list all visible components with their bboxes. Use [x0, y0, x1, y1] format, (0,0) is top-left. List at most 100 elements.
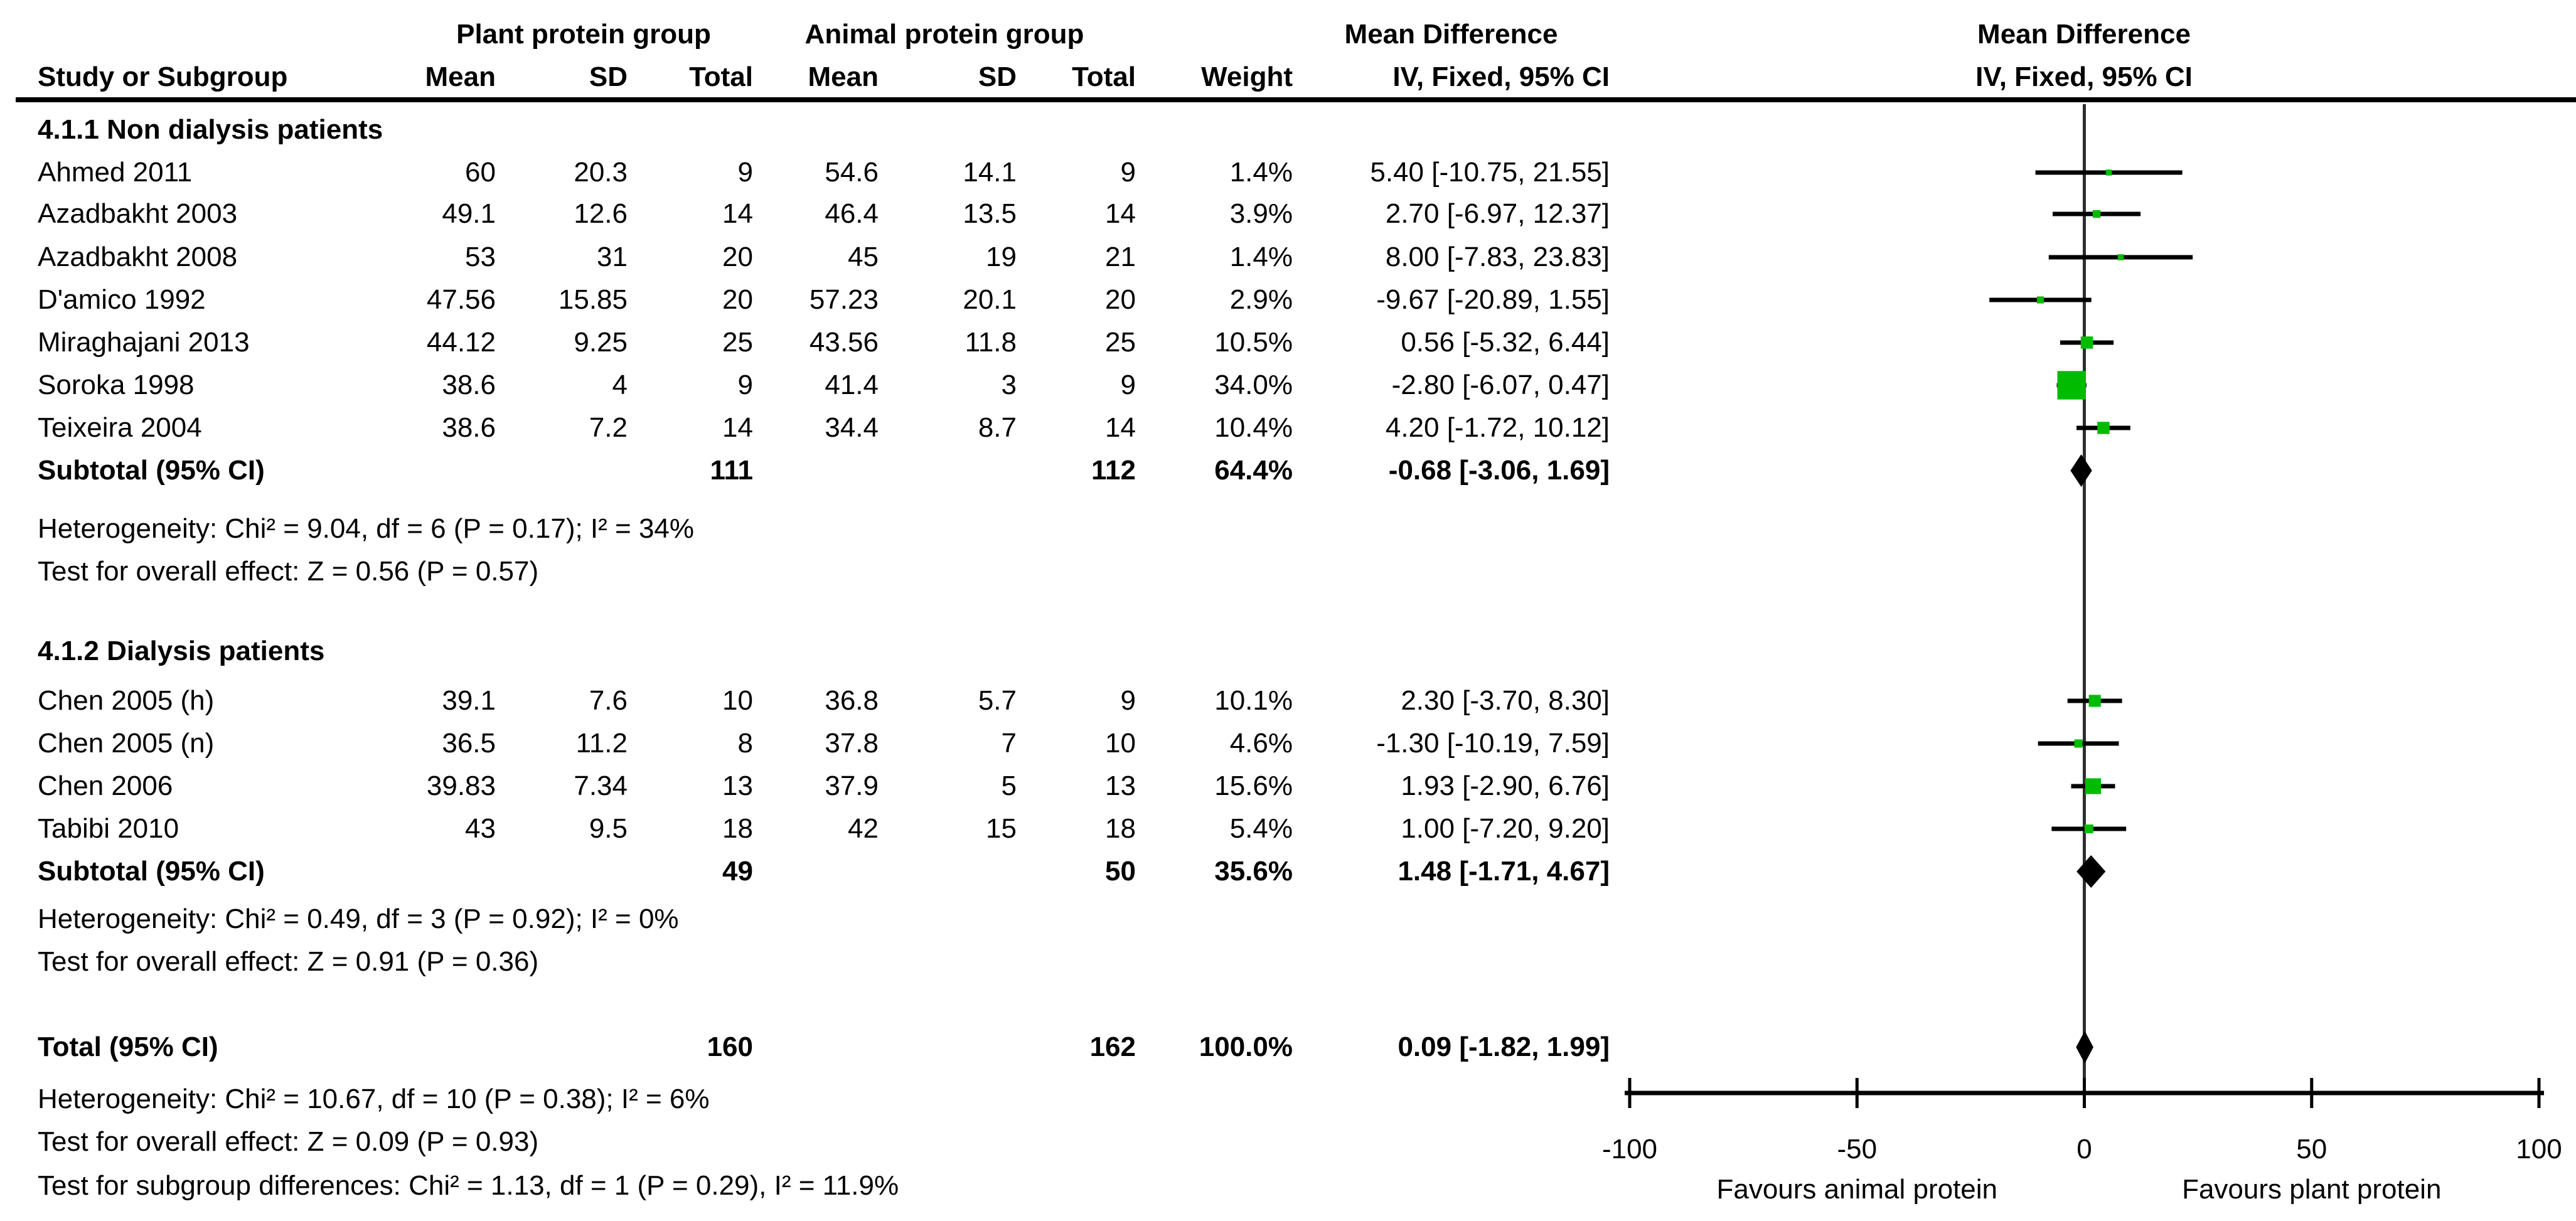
plant-sd-cell: 7.2 — [589, 412, 628, 443]
plant-total-cell: 13 — [722, 770, 753, 801]
effect-square — [2105, 169, 2112, 176]
animal-total-cell: 13 — [1105, 770, 1136, 801]
animal-total-cell: 14 — [1105, 412, 1136, 443]
weight-cell: 35.6% — [1214, 856, 1293, 887]
weight-cell: 10.1% — [1214, 685, 1293, 716]
plant-sd-cell: 15.85 — [558, 284, 628, 315]
plant-mean-cell: 38.6 — [442, 370, 496, 400]
plant-sd-cell: 9.25 — [574, 327, 628, 358]
subgroup-title: 4.1.2 Dialysis patients — [38, 636, 325, 666]
plant-total-header: Total — [689, 61, 753, 92]
ci-text-cell: 5.40 [-10.75, 21.55] — [1370, 157, 1610, 188]
animal-total-cell: 14 — [1105, 198, 1136, 229]
overall-effect-text: Test for overall effect: Z = 0.91 (P = 0… — [38, 946, 539, 977]
total-diamond — [2076, 1031, 2093, 1064]
animal-mean-cell: 34.4 — [825, 412, 879, 443]
plant-total-cell: 14 — [722, 412, 753, 443]
plant-total-cell: 18 — [722, 813, 753, 844]
subgroup-title: 4.1.1 Non dialysis patients — [38, 114, 383, 145]
effect-square — [2074, 739, 2083, 748]
weight-cell: 1.4% — [1229, 242, 1293, 272]
plant-sd-cell: 4 — [612, 370, 628, 400]
plant-sd-cell: 20.3 — [574, 157, 628, 188]
heterogeneity-text: Heterogeneity: Chi² = 0.49, df = 3 (P = … — [38, 904, 679, 934]
animal-total-cell: 10 — [1105, 728, 1136, 759]
plant-mean-cell: 38.6 — [442, 412, 496, 443]
animal-sd-cell: 13.5 — [963, 198, 1017, 229]
ci-text-cell: -2.80 [-6.07, 0.47] — [1391, 370, 1610, 400]
plant-mean-cell: 44.12 — [426, 327, 496, 358]
animal-mean-cell: 37.9 — [825, 770, 879, 801]
plant-total-cell: 160 — [707, 1032, 753, 1062]
subtotal-diamond — [2070, 454, 2092, 487]
header-rule — [16, 97, 2576, 102]
study-column-header: Study or Subgroup — [38, 61, 288, 92]
study-row: Chen 2005 (h) 39.1 7.6 10 36.8 5.7 9 10.… — [0, 680, 1685, 722]
weight-cell: 3.9% — [1229, 198, 1293, 229]
animal-mean-cell: 54.6 — [825, 157, 879, 188]
animal-mean-cell: 57.23 — [809, 284, 879, 315]
plant-mean-header: Mean — [425, 61, 496, 92]
ci-text-cell: 0.09 [-1.82, 1.99] — [1398, 1032, 1610, 1062]
effect-square — [2085, 778, 2102, 794]
animal-sd-cell: 14.1 — [963, 157, 1017, 188]
effect-square — [2080, 336, 2093, 349]
plant-mean-cell: 47.56 — [426, 284, 496, 315]
study-name: Chen 2005 (n) — [38, 728, 215, 759]
plant-sd-cell: 7.6 — [589, 685, 628, 716]
plant-total-cell: 9 — [737, 157, 753, 188]
plant-total-cell: 25 — [722, 327, 753, 358]
plant-sd-header: SD — [589, 61, 628, 92]
axis-favours-left-label: Favours animal protein — [1716, 1174, 1997, 1205]
overall-effect-text: Test for overall effect: Z = 0.09 (P = 0… — [38, 1126, 539, 1157]
subtotal-label: Subtotal (95% CI) — [38, 455, 265, 486]
weight-cell: 10.4% — [1214, 412, 1293, 443]
effect-square — [2092, 210, 2101, 218]
effect-square — [2084, 824, 2093, 833]
plant-mean-cell: 60 — [465, 157, 496, 188]
plant-total-cell: 49 — [722, 856, 753, 887]
weight-cell: 64.4% — [1214, 455, 1293, 486]
ci-text-cell: 4.20 [-1.72, 10.12] — [1385, 412, 1610, 443]
animal-mean-cell: 36.8 — [825, 685, 879, 716]
study-name: Azadbakht 2008 — [38, 242, 238, 272]
plant-sd-cell: 11.2 — [575, 728, 628, 759]
study-name: Chen 2005 (h) — [38, 685, 215, 716]
effect-square — [2117, 254, 2124, 260]
weight-cell: 1.4% — [1229, 157, 1293, 188]
plant-mean-cell: 36.5 — [442, 728, 496, 759]
animal-sd-cell: 20.1 — [963, 284, 1017, 315]
axis-favours-right-label: Favours plant protein — [2182, 1174, 2441, 1205]
study-name: Ahmed 2011 — [38, 157, 193, 188]
axis-tick-label: -100 — [1602, 1134, 1657, 1165]
animal-mean-cell: 42 — [848, 813, 879, 844]
ci-text-cell: -1.30 [-10.19, 7.59] — [1376, 728, 1610, 759]
weight-cell: 100.0% — [1199, 1032, 1293, 1062]
animal-total-cell: 50 — [1105, 856, 1136, 887]
study-row: Azadbakht 2008 53 31 20 45 19 21 1.4% 8.… — [0, 236, 1685, 279]
column-header-row: Study or Subgroup Mean SD Total Mean SD … — [0, 56, 1685, 99]
animal-total-cell: 9 — [1120, 370, 1136, 400]
plant-mean-cell: 53 — [465, 242, 496, 272]
ci-text-cell: -0.68 [-3.06, 1.69] — [1388, 455, 1610, 486]
method-header-plot-col: IV, Fixed, 95% CI — [1975, 61, 2193, 92]
study-row: Miraghajani 2013 44.12 9.25 25 43.56 11.… — [0, 321, 1685, 364]
plant-total-cell: 20 — [722, 242, 753, 272]
axis-tick-label: 0 — [2076, 1134, 2092, 1165]
study-name: Soroka 1998 — [38, 370, 195, 400]
study-row: Soroka 1998 38.6 4 9 41.4 3 9 34.0% -2.8… — [0, 364, 1685, 407]
animal-mean-cell: 37.8 — [825, 728, 879, 759]
study-row: Azadbakht 2003 49.1 12.6 14 46.4 13.5 14… — [0, 193, 1685, 235]
subtotal-label: Subtotal (95% CI) — [38, 856, 265, 887]
ci-text-cell: 2.30 [-3.70, 8.30] — [1401, 685, 1610, 716]
animal-total-cell: 25 — [1105, 327, 1136, 358]
heterogeneity-text: Heterogeneity: Chi² = 10.67, df = 10 (P … — [38, 1084, 710, 1114]
study-name: Chen 2006 — [38, 770, 173, 801]
plant-mean-cell: 39.83 — [426, 770, 496, 801]
ci-text-cell: 0.56 [-5.32, 6.44] — [1401, 327, 1610, 358]
subgroup-differences-text: Test for subgroup differences: Chi² = 1.… — [38, 1170, 899, 1201]
animal-sd-header: SD — [978, 61, 1017, 92]
plant-total-cell: 10 — [722, 685, 753, 716]
axis-tick-label: 50 — [2296, 1134, 2327, 1165]
